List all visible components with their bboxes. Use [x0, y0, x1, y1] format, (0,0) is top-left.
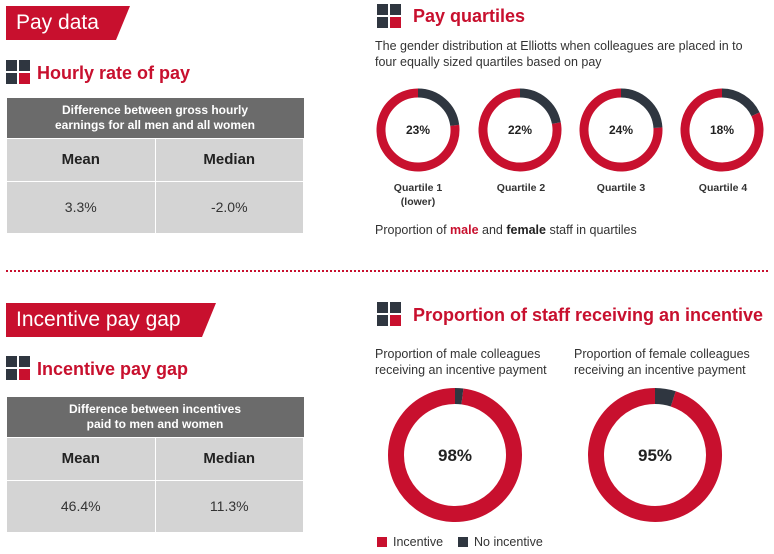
male-incentive-donut: 98%	[388, 388, 522, 522]
legend-no-incentive-swatch	[458, 537, 468, 547]
female-incentive-donut-dark-segment	[654, 388, 676, 407]
legend-incentive-swatch	[377, 537, 387, 547]
incentive-mean-value: 46.4%	[6, 479, 156, 533]
legend-no-incentive: No incentive	[458, 535, 543, 549]
quartile-4-donut-label: 18%	[710, 123, 734, 137]
pay-quartiles-heading: Pay quartiles	[413, 6, 526, 26]
hourly-pay-gap-table: Difference between gross hourly earnings…	[6, 98, 304, 234]
quartile-2-label: Quartile 2	[496, 182, 546, 194]
section-divider	[6, 270, 768, 272]
brand-logo-icon	[377, 4, 401, 28]
hourly-table-header: Difference between gross hourly earnings…	[6, 98, 304, 138]
incentive-gap-heading: Incentive pay gap	[37, 359, 189, 379]
quartile-1-label: Quartile 1 (lower)	[393, 182, 443, 208]
female-incentive-donut-label: 95%	[638, 446, 672, 465]
male-incentive-donut-red-segment	[388, 388, 522, 522]
female-incentive-donut-red-segment	[588, 388, 722, 522]
quartile-1-donut-label: 23%	[406, 123, 430, 137]
quartile-3-donut-dark-segment	[620, 88, 663, 129]
female-emphasis: female	[506, 223, 546, 237]
quartile-4-label: Quartile 4	[698, 182, 748, 194]
brand-logo-icon	[6, 60, 30, 84]
median-column-header: Median	[154, 137, 304, 182]
female-incentive-caption: Proportion of female colleagues receivin…	[574, 347, 750, 377]
male-incentive-caption: Proportion of male colleagues receiving …	[375, 347, 547, 377]
brand-logo-icon	[377, 302, 401, 326]
hourly-median-value: -2.0%	[154, 180, 304, 234]
quartile-2-donut-dark-segment	[519, 88, 561, 125]
quartile-2-donut: 22%	[478, 88, 562, 172]
quartile-4-donut: 18%	[680, 88, 764, 172]
quartile-2-donut-label: 22%	[508, 123, 532, 137]
male-emphasis: male	[450, 223, 479, 237]
incentive-gap-banner-label: Incentive pay gap	[16, 308, 181, 331]
incentive-proportion-heading: Proportion of staff receiving an incenti…	[413, 305, 764, 325]
incentive-gap-table: Difference between incentives paid to me…	[6, 397, 304, 533]
quartile-3-donut: 24%	[579, 88, 663, 172]
hourly-mean-value: 3.3%	[6, 180, 156, 234]
quartiles-caption: Proportion of male and female staff in q…	[375, 223, 637, 237]
female-incentive-donut: 95%	[588, 388, 722, 522]
pay-quartiles-description: The gender distribution at Elliotts when…	[375, 39, 743, 69]
incentive-gap-banner: Incentive pay gap	[6, 303, 216, 337]
mean-column-header: Mean	[6, 436, 156, 481]
quartile-3-donut-red-segment	[579, 88, 663, 172]
quartile-1-donut-red-segment	[376, 88, 460, 172]
quartile-4-donut-red-segment	[680, 88, 764, 172]
quartile-3-donut-label: 24%	[609, 123, 633, 137]
brand-logo-icon	[6, 356, 30, 380]
median-column-header: Median	[154, 436, 304, 481]
hourly-rate-heading: Hourly rate of pay	[37, 63, 191, 83]
pay-data-banner-label: Pay data	[16, 11, 99, 34]
male-incentive-donut-label: 98%	[438, 446, 472, 465]
incentive-median-value: 11.3%	[154, 479, 304, 533]
quartile-3-label: Quartile 3	[596, 182, 646, 194]
quartile-1-donut-dark-segment	[417, 88, 460, 127]
quartile-1-donut: 23%	[376, 88, 460, 172]
pay-data-banner: Pay data	[6, 6, 130, 40]
legend-incentive: Incentive	[377, 535, 443, 549]
quartile-2-donut-red-segment	[478, 88, 562, 172]
incentive-table-header: Difference between incentives paid to me…	[6, 397, 304, 437]
quartile-4-donut-dark-segment	[721, 88, 760, 117]
